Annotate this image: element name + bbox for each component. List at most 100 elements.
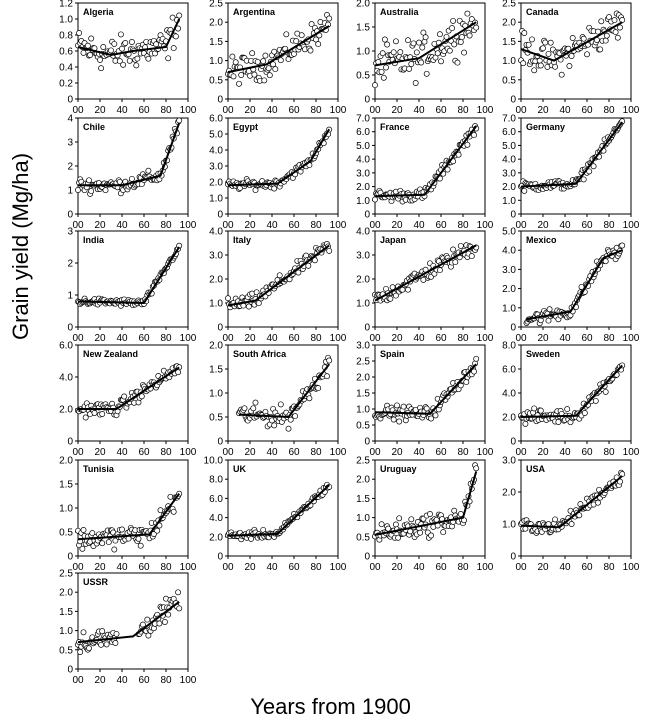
y-tick-label: 2.0 xyxy=(59,588,73,599)
data-point xyxy=(464,10,471,17)
x-tick-label: 60 xyxy=(288,333,300,344)
data-point xyxy=(595,499,601,506)
x-tick-label: 00 xyxy=(369,333,381,344)
x-tick-label: 100 xyxy=(180,333,197,344)
x-tick-label: 40 xyxy=(116,333,128,344)
x-tick-label: 80 xyxy=(457,562,469,573)
y-tick-label: 0.5 xyxy=(209,75,223,86)
data-point xyxy=(617,24,623,31)
data-point xyxy=(307,47,314,54)
data-point xyxy=(602,388,609,395)
y-tick-label: 0.5 xyxy=(356,421,370,432)
data-point xyxy=(383,64,389,71)
x-tick-label: 60 xyxy=(138,562,150,573)
panel-title: Tunisia xyxy=(83,464,115,474)
data-point xyxy=(98,65,105,72)
data-point xyxy=(262,52,269,59)
y-tick-label: 0.5 xyxy=(59,528,73,539)
y-tick-label: 3 xyxy=(67,138,73,149)
x-tick-label: 20 xyxy=(94,333,106,344)
plot-frame xyxy=(227,2,339,100)
y-tick-label: 1 xyxy=(67,291,73,302)
y-tick-label: 0.5 xyxy=(502,75,516,86)
x-tick-label: 20 xyxy=(391,333,403,344)
y-tick-label: 3.0 xyxy=(356,341,370,352)
data-point xyxy=(298,32,305,39)
x-tick-label: 00 xyxy=(72,447,84,458)
plot-frame xyxy=(227,459,339,557)
y-tick-label: 1.0 xyxy=(356,405,370,416)
x-tick-label: 20 xyxy=(537,562,549,573)
x-tick-label: 60 xyxy=(435,333,447,344)
data-point xyxy=(471,132,477,139)
x-tick-label: 60 xyxy=(138,447,150,458)
y-tick-label: 2.0 xyxy=(209,178,223,189)
data-point xyxy=(311,257,318,264)
y-tick-label: 0 xyxy=(67,552,73,563)
data-point xyxy=(315,41,322,48)
x-tick-label: 20 xyxy=(244,105,256,116)
y-tick-label: 1.0 xyxy=(502,196,516,207)
data-point xyxy=(378,68,385,75)
trend-line xyxy=(526,249,623,321)
data-point xyxy=(102,187,109,194)
x-tick-label: 20 xyxy=(94,447,106,458)
x-tick-label: 00 xyxy=(222,447,234,458)
data-point xyxy=(119,526,125,533)
plot-frame xyxy=(520,117,632,215)
y-tick-label: 3.0 xyxy=(502,168,516,179)
panel-title: Canada xyxy=(526,7,560,17)
data-point xyxy=(413,49,420,56)
y-tick-label: 0.4 xyxy=(59,63,73,74)
panel-germany: 0 1.0 2.0 3.0 4.0 5.0 6.0 7.0 00 20 40 60 80 100 Germa… xyxy=(502,114,640,232)
data-point xyxy=(326,247,333,254)
panel-ussr: 0 0.5 1.0 1.5 2.0 2.5 00 20 40 60 80 100 USSR xyxy=(59,569,197,687)
data-point xyxy=(384,41,391,48)
x-tick-label: 80 xyxy=(603,562,615,573)
data-point xyxy=(400,403,407,410)
plot-frame xyxy=(374,344,486,442)
data-point xyxy=(165,55,172,62)
data-point xyxy=(232,59,239,66)
y-tick-label: 4.0 xyxy=(59,373,73,384)
data-point xyxy=(287,416,294,423)
y-tick-label: 1.0 xyxy=(356,47,370,58)
y-tick-label: 4.0 xyxy=(502,155,516,166)
data-point xyxy=(449,25,455,32)
panel-south-africa: 0 0.5 1.0 1.5 2.0 00 20 40 60 80 100 South Africa xyxy=(209,341,347,459)
data-point xyxy=(522,420,529,427)
data-point xyxy=(395,534,402,541)
data-point xyxy=(522,525,529,532)
data-point xyxy=(111,546,118,553)
panel-chile: 0 1 2 3 4 00 20 40 60 80 100 Chile xyxy=(67,114,196,232)
x-tick-label: 00 xyxy=(222,220,234,231)
data-point xyxy=(326,357,333,364)
panel-title: Germany xyxy=(526,122,565,132)
y-tick-label: 3.0 xyxy=(209,251,223,262)
y-tick-label: 0 xyxy=(217,323,223,334)
data-point xyxy=(542,39,549,46)
panel-italy: 0 1.0 2.0 3.0 4.0 00 20 40 60 80 100 Italy xyxy=(209,227,347,345)
data-point xyxy=(260,58,267,65)
data-point xyxy=(428,415,435,422)
data-point xyxy=(436,267,443,274)
data-point xyxy=(254,58,261,65)
data-point xyxy=(565,45,572,52)
y-tick-label: 1 xyxy=(67,186,73,197)
data-point xyxy=(381,36,388,43)
x-tick-label: 00 xyxy=(515,447,527,458)
x-tick-label: 100 xyxy=(477,220,494,231)
y-tick-label: 8.0 xyxy=(209,475,223,486)
x-tick-label: 100 xyxy=(623,333,640,344)
y-tick-label: 2.0 xyxy=(356,475,370,486)
y-tick-label: 2.5 xyxy=(502,0,516,10)
y-tick-label: 0 xyxy=(217,552,223,563)
data-point xyxy=(546,306,553,313)
data-point xyxy=(468,253,475,260)
data-point xyxy=(175,589,182,596)
data-point xyxy=(547,39,554,46)
data-point xyxy=(428,532,435,539)
y-tick-label: 1.5 xyxy=(59,607,73,618)
data-point xyxy=(396,515,403,522)
